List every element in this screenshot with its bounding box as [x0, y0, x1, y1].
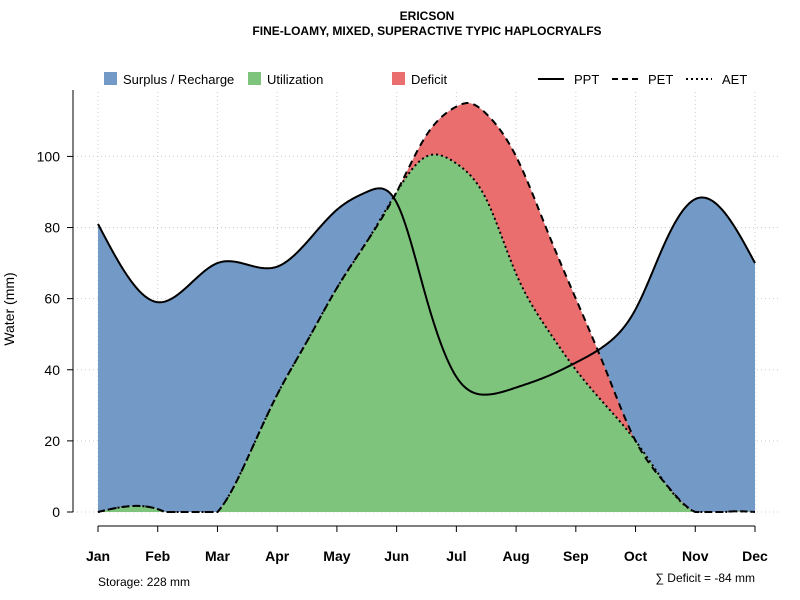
- legend-label: PET: [648, 72, 673, 87]
- x-tick-label: Aug: [502, 548, 529, 564]
- x-tick-label: Apr: [265, 548, 290, 564]
- legend-label: Deficit: [411, 72, 448, 87]
- chart-subtitle: FINE-LOAMY, MIXED, SUPERACTIVE TYPIC HAP…: [252, 24, 601, 38]
- series-lines: [97, 102, 756, 513]
- legend-label: PPT: [574, 72, 599, 87]
- x-tick-label: Jan: [86, 548, 110, 564]
- y-axis-label: Water (mm): [1, 272, 17, 345]
- axes: 0 20 40 60 80 100 Jan Feb Mar Apr May Jun Jul Aug Sep O…: [37, 90, 768, 564]
- x-tick-label: Oct: [624, 548, 648, 564]
- x-tick-label: Dec: [742, 548, 768, 564]
- x-tick-label: Jul: [446, 548, 466, 564]
- y-tick-label: 60: [44, 291, 60, 307]
- legend-swatch: [392, 72, 405, 85]
- x-tick-label: Feb: [145, 548, 170, 564]
- legend: Surplus / Recharge Utilization Deficit PPT P…: [104, 72, 747, 87]
- x-tick-label: Mar: [205, 548, 230, 564]
- series-line-aet: [97, 153, 756, 513]
- legend-swatch: [248, 72, 261, 85]
- legend-label: Surplus / Recharge: [123, 72, 234, 87]
- legend-swatch: [104, 72, 117, 85]
- x-tick-label: Nov: [682, 548, 709, 564]
- x-tick-label: Sep: [563, 548, 589, 564]
- legend-label: Utilization: [267, 72, 323, 87]
- y-tick-label: 0: [52, 504, 60, 520]
- x-tick-label: Jun: [384, 548, 409, 564]
- y-tick-label: 20: [44, 433, 60, 449]
- y-tick-label: 80: [44, 220, 60, 236]
- utilization-area: [98, 154, 755, 512]
- x-tick-label: May: [323, 548, 350, 564]
- y-tick-label: 40: [44, 362, 60, 378]
- deficit-note: ∑ Deficit = -84 mm: [655, 571, 755, 585]
- legend-label: AET: [722, 72, 747, 87]
- area-fills: [98, 103, 755, 513]
- chart-title: ERICSON: [400, 9, 455, 23]
- series-line-ppt: [97, 187, 756, 396]
- storage-note: Storage: 228 mm: [98, 575, 190, 589]
- y-tick-label: 100: [37, 148, 61, 164]
